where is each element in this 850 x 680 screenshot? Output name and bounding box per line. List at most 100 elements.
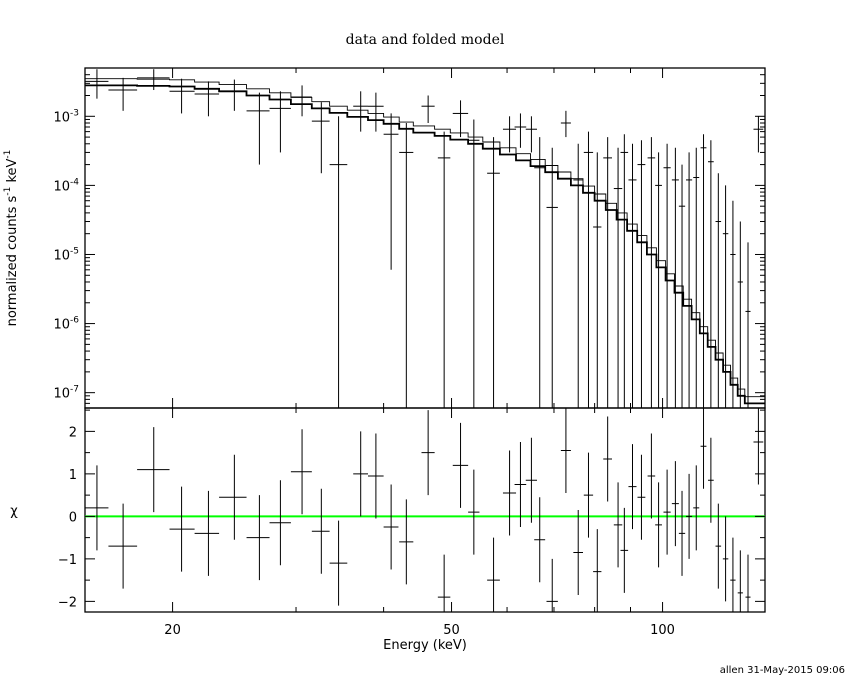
top-panel-frame — [84, 67, 766, 409]
residual-data-group — [85, 408, 764, 612]
residual-point — [655, 482, 662, 568]
residual-ylabel: χ — [10, 504, 18, 519]
residual-point — [685, 473, 693, 559]
data-point — [437, 131, 451, 408]
residual-point — [399, 499, 414, 585]
residual-point — [137, 427, 170, 513]
residual-point — [546, 558, 558, 612]
top-ytick-label: 10-3 — [53, 108, 79, 125]
residual-point — [620, 507, 629, 593]
residual-panel-frame — [84, 407, 766, 613]
residual-point — [583, 452, 594, 538]
data-point — [534, 137, 546, 408]
data-point — [737, 221, 743, 408]
residual-point — [637, 454, 646, 540]
residual-point — [693, 465, 700, 551]
residual-point — [169, 486, 195, 572]
residual-point — [219, 454, 247, 540]
footer-stamp: allen 31-May-2015 09:06 — [720, 665, 845, 676]
data-point — [246, 92, 270, 165]
residual-point — [468, 469, 480, 555]
data-point — [685, 152, 693, 408]
residual-ytick-label: 1 — [69, 468, 77, 483]
residual-point — [353, 431, 368, 517]
residual-point — [311, 488, 330, 574]
residual-ytick-label: −2 — [58, 595, 77, 610]
data-point — [194, 81, 220, 117]
data-point — [715, 173, 722, 408]
residual-point — [560, 408, 571, 493]
data-point — [613, 147, 623, 408]
data-point — [560, 110, 571, 138]
data-point — [108, 77, 138, 111]
residual-ytick-label: −1 — [58, 553, 77, 568]
residual-point — [383, 484, 399, 570]
tick-exponent: -7 — [70, 385, 79, 395]
x-tick-label: 50 — [443, 623, 460, 638]
ylabel-part-1: normalized counts s — [5, 195, 20, 326]
top-ylabel: normalized counts s-1 keV-1 — [3, 150, 20, 327]
ylabel-sup-2: -1 — [3, 150, 13, 159]
data-point — [452, 100, 469, 138]
data-point — [311, 102, 330, 174]
residual-point — [487, 537, 500, 612]
tick-base: 10 — [53, 179, 70, 194]
residual-point — [753, 408, 764, 485]
data-point — [487, 137, 500, 408]
top-ytick-label: 10-7 — [53, 385, 79, 402]
data-point — [647, 137, 656, 408]
residual-ytick-label: 2 — [69, 425, 77, 440]
top-ytick-labels: 10-310-410-510-610-7 — [53, 108, 79, 401]
data-point — [663, 143, 671, 408]
data-point — [514, 113, 527, 148]
top-ytick-label: 10-5 — [53, 246, 79, 263]
data-point — [628, 143, 637, 408]
tick-exponent: -4 — [70, 177, 79, 187]
model-curve-group — [85, 78, 765, 405]
data-point — [399, 122, 414, 408]
tick-exponent: -6 — [70, 316, 79, 326]
tick-base: 10 — [53, 248, 70, 263]
residual-point — [534, 497, 546, 583]
tick-base: 10 — [53, 387, 70, 402]
residual-point — [525, 437, 537, 523]
x-axis-label: Energy (keV) — [383, 638, 467, 653]
residual-ytick-labels: −2 −1 0 1 2 — [58, 425, 77, 610]
data-point — [329, 116, 348, 408]
data-point — [722, 185, 729, 408]
data-point — [678, 164, 686, 408]
data-point — [525, 116, 537, 153]
data-point — [169, 78, 195, 114]
data-point — [603, 137, 613, 408]
data-point — [671, 147, 679, 408]
data-point — [468, 119, 480, 408]
residual-point — [108, 503, 138, 589]
residual-point — [514, 442, 527, 527]
top-data-group — [85, 69, 764, 408]
top-ytick-label: 10-4 — [53, 177, 79, 194]
residual-point — [737, 550, 743, 612]
residual-point — [269, 480, 291, 566]
top-tick-group — [85, 67, 765, 409]
residual-point — [593, 529, 602, 612]
data-point — [620, 134, 629, 408]
residual-point — [246, 495, 270, 581]
top-panel: 10-310-410-510-610-7 normalized counts s… — [3, 67, 766, 409]
tick-base: 10 — [53, 318, 70, 333]
residual-point — [367, 433, 384, 519]
model-curve-alt — [85, 78, 765, 398]
data-point — [421, 95, 435, 123]
data-point — [269, 91, 291, 153]
residual-point — [715, 503, 722, 589]
tick-exponent: -3 — [70, 108, 79, 118]
model-curve — [85, 84, 765, 405]
data-point — [693, 147, 700, 408]
x-tick-label: 100 — [650, 623, 675, 638]
residual-point — [603, 416, 613, 502]
ylabel-sup-1: -1 — [3, 187, 13, 196]
data-point — [730, 200, 736, 408]
residual-point — [329, 520, 348, 606]
residual-point — [437, 554, 451, 612]
data-point — [593, 152, 602, 408]
